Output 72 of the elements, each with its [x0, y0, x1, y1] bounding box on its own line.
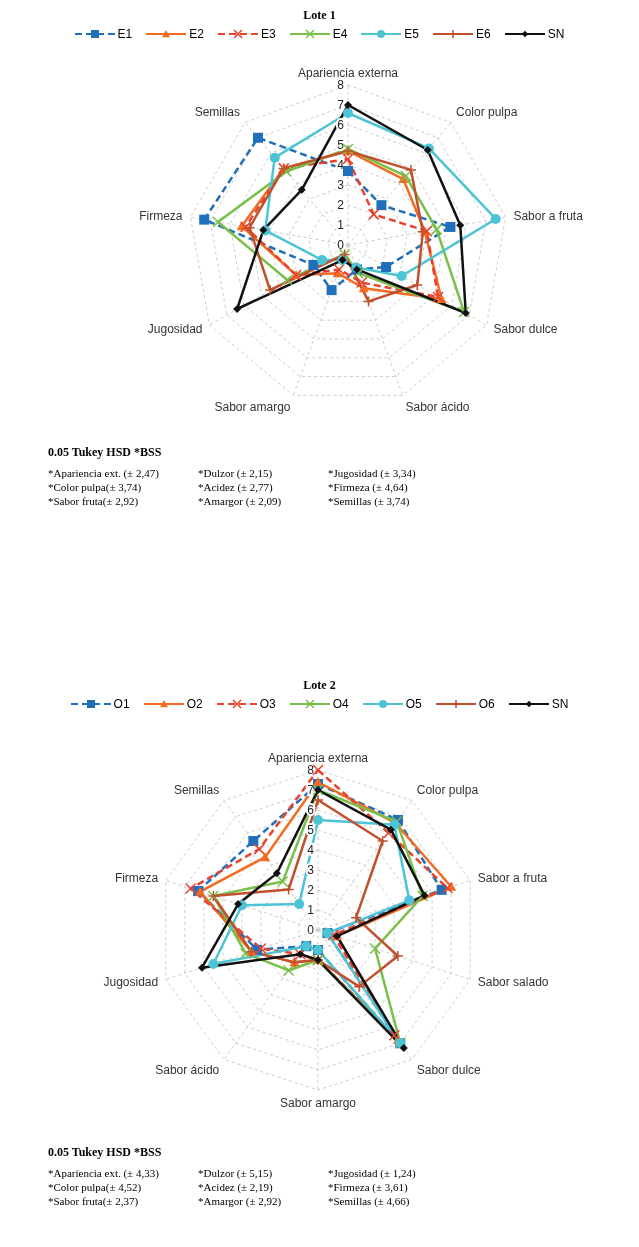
text: *Color pulpa(± 4,52) — [48, 1180, 143, 1194]
legend-label: O4 — [331, 697, 349, 711]
spoke-label: Sabor salado — [477, 975, 549, 990]
text: *Jugosidad (± 3,34) — [328, 466, 417, 480]
y-tick-label: 0 — [337, 238, 345, 252]
chart-title: Lote 2 — [302, 678, 337, 693]
spoke-label: Sabor ácido — [155, 1063, 220, 1078]
y-tick-label: 0 — [307, 923, 315, 937]
y-tick-label: 8 — [337, 78, 345, 92]
text: *Firmeza (± 4,64) — [328, 480, 409, 494]
y-tick-label: 1 — [337, 218, 345, 232]
spoke-label: Sabor amargo — [214, 400, 291, 415]
y-tick-label: 2 — [337, 198, 345, 212]
text: *Semillas (± 4,66) — [328, 1194, 411, 1208]
text: *Sabor fruta(± 2,92) — [48, 494, 140, 508]
text: 0.05 Tukey HSD *BSS — [48, 1145, 163, 1160]
spoke-label: Sabor amargo — [279, 1095, 357, 1110]
spoke-label: Color pulpa — [416, 783, 479, 798]
text: *Semillas (± 3,74) — [328, 494, 411, 508]
legend-label: E4 — [331, 27, 348, 41]
y-tick-label: 5 — [307, 823, 315, 837]
text: *Jugosidad (± 1,24) — [328, 1166, 417, 1180]
y-tick-label: 5 — [337, 138, 345, 152]
y-tick-label: 4 — [337, 158, 345, 172]
legend-label: SN — [546, 27, 565, 41]
legend-label: E5 — [403, 27, 420, 41]
text: *Apariencia ext. (± 4,33) — [48, 1166, 160, 1180]
text: *Dulzor (± 5,15) — [198, 1166, 274, 1180]
spoke-label: Jugosidad — [147, 322, 203, 337]
spoke-label: Firmeza — [114, 871, 159, 886]
text: *Sabor fruta(± 2,37) — [48, 1194, 140, 1208]
text: *Acidez (± 2,77) — [198, 480, 274, 494]
y-tick-label: 7 — [307, 783, 315, 797]
spoke-label: Sabor a fruta — [513, 209, 584, 224]
text: *Color pulpa(± 3,74) — [48, 480, 143, 494]
legend-label: O2 — [185, 697, 203, 711]
spoke-label: Firmeza — [139, 209, 183, 224]
text: *Acidez (± 2,19) — [198, 1180, 274, 1194]
spoke-label: Semillas — [173, 783, 220, 798]
legend-label: E2 — [188, 27, 204, 41]
spoke-label: Apariencia externa — [297, 66, 399, 80]
y-tick-label: 6 — [307, 803, 315, 817]
text: *Apariencia ext. (± 2,47) — [48, 466, 160, 480]
spoke-label: Color pulpa — [455, 105, 518, 120]
legend-label: O3 — [258, 697, 276, 711]
legend-label: O6 — [477, 697, 495, 711]
spoke-label: Sabor dulce — [493, 322, 558, 337]
y-tick-label: 3 — [337, 178, 345, 192]
y-tick-label: 8 — [307, 763, 315, 777]
spoke-label: Sabor dulce — [416, 1063, 482, 1078]
y-tick-label: 7 — [337, 98, 345, 112]
text: 0.05 Tukey HSD *BSS — [48, 445, 163, 460]
y-tick-label: 1 — [307, 903, 315, 917]
legend-label: O5 — [404, 697, 422, 711]
legend-label: E3 — [259, 27, 276, 41]
legend-label: O1 — [112, 697, 130, 711]
legend-label: SN — [550, 697, 569, 711]
text: *Dulzor (± 2,15) — [198, 466, 274, 480]
chart-title: Lote 1 — [302, 8, 337, 23]
y-tick-label: 2 — [307, 883, 315, 897]
spoke-label: Sabor a fruta — [477, 871, 548, 886]
spoke-label: Sabor ácido — [405, 400, 470, 415]
spoke-label: Apariencia externa — [267, 751, 369, 765]
legend-label: E1 — [116, 27, 133, 41]
text: *Amargor (± 2,92) — [198, 1194, 283, 1208]
text: *Amargor (± 2,09) — [198, 494, 283, 508]
text: *Firmeza (± 3,61) — [328, 1180, 409, 1194]
y-tick-label: 6 — [337, 118, 345, 132]
spoke-label: Jugosidad — [103, 975, 159, 990]
spoke-label: Semillas — [194, 105, 241, 120]
y-tick-label: 3 — [307, 863, 315, 877]
legend-label: E6 — [475, 27, 491, 41]
